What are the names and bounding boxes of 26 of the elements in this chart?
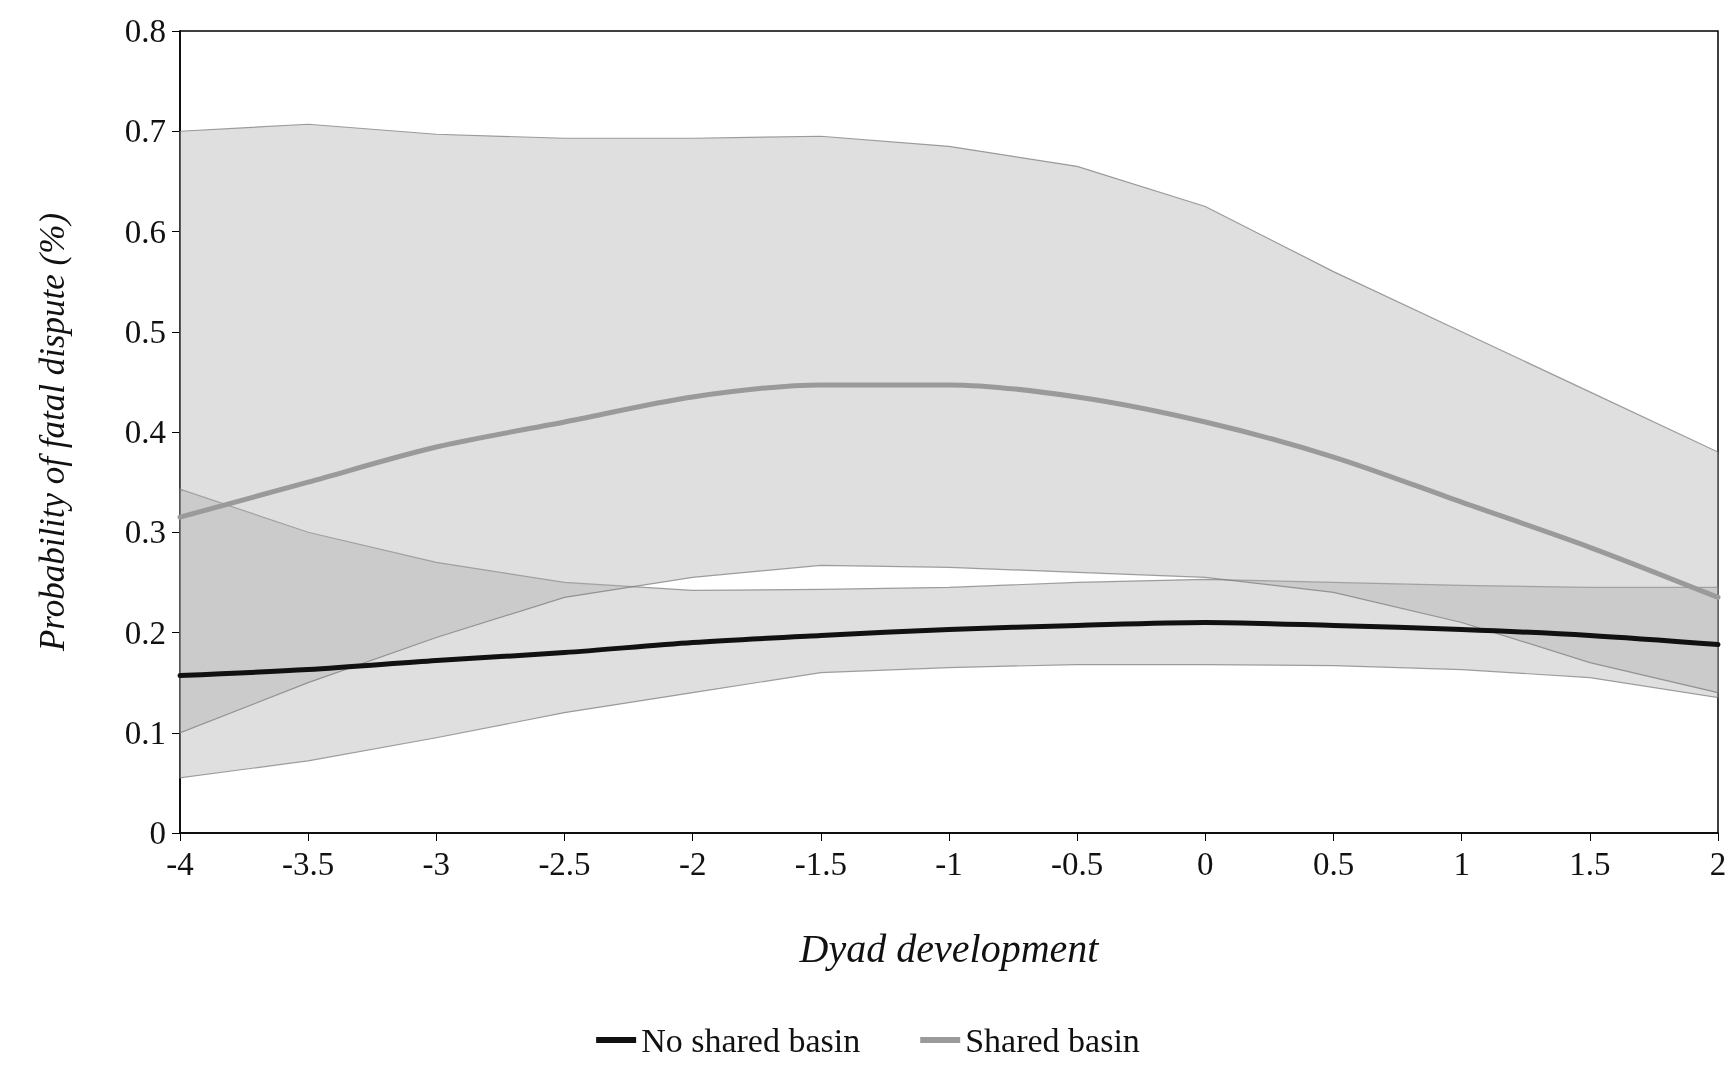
x-tick-label: -3 bbox=[422, 845, 451, 882]
y-tick-label: 0.2 bbox=[124, 614, 166, 651]
x-tick-label: 0 bbox=[1197, 845, 1214, 882]
x-axis-title: Dyad development bbox=[798, 925, 1100, 971]
x-tick-label: 2 bbox=[1709, 845, 1727, 882]
x-tick-label: -1 bbox=[935, 845, 963, 882]
y-tick-label: 0.6 bbox=[124, 213, 166, 250]
x-tick-label: -0.5 bbox=[1051, 845, 1104, 882]
x-tick-label: -2 bbox=[678, 845, 707, 882]
y-tick-label: 0.1 bbox=[124, 714, 166, 751]
legend-label: No shared basin bbox=[641, 1021, 861, 1059]
x-tick-label: -1.5 bbox=[794, 845, 847, 882]
x-tick-label: -4 bbox=[166, 845, 194, 882]
y-axis-title: Probability of fatal dispute (%) bbox=[33, 212, 72, 653]
legend-label: Shared basin bbox=[965, 1021, 1140, 1059]
x-tick-label: 0.5 bbox=[1312, 845, 1355, 882]
y-tick-label: 0.7 bbox=[124, 113, 166, 150]
y-tick-label: 0 bbox=[149, 815, 166, 851]
y-tick-label: 0.4 bbox=[124, 414, 166, 450]
x-tick-label: -3.5 bbox=[282, 845, 335, 882]
x-tick-label: 1 bbox=[1453, 845, 1470, 882]
x-tick-label: -2.5 bbox=[538, 845, 591, 882]
y-tick-label: 0.8 bbox=[124, 13, 166, 49]
y-tick-label: 0.5 bbox=[124, 313, 166, 350]
x-tick-label: 1.5 bbox=[1569, 845, 1611, 882]
y-tick-label: 0.3 bbox=[124, 514, 166, 551]
